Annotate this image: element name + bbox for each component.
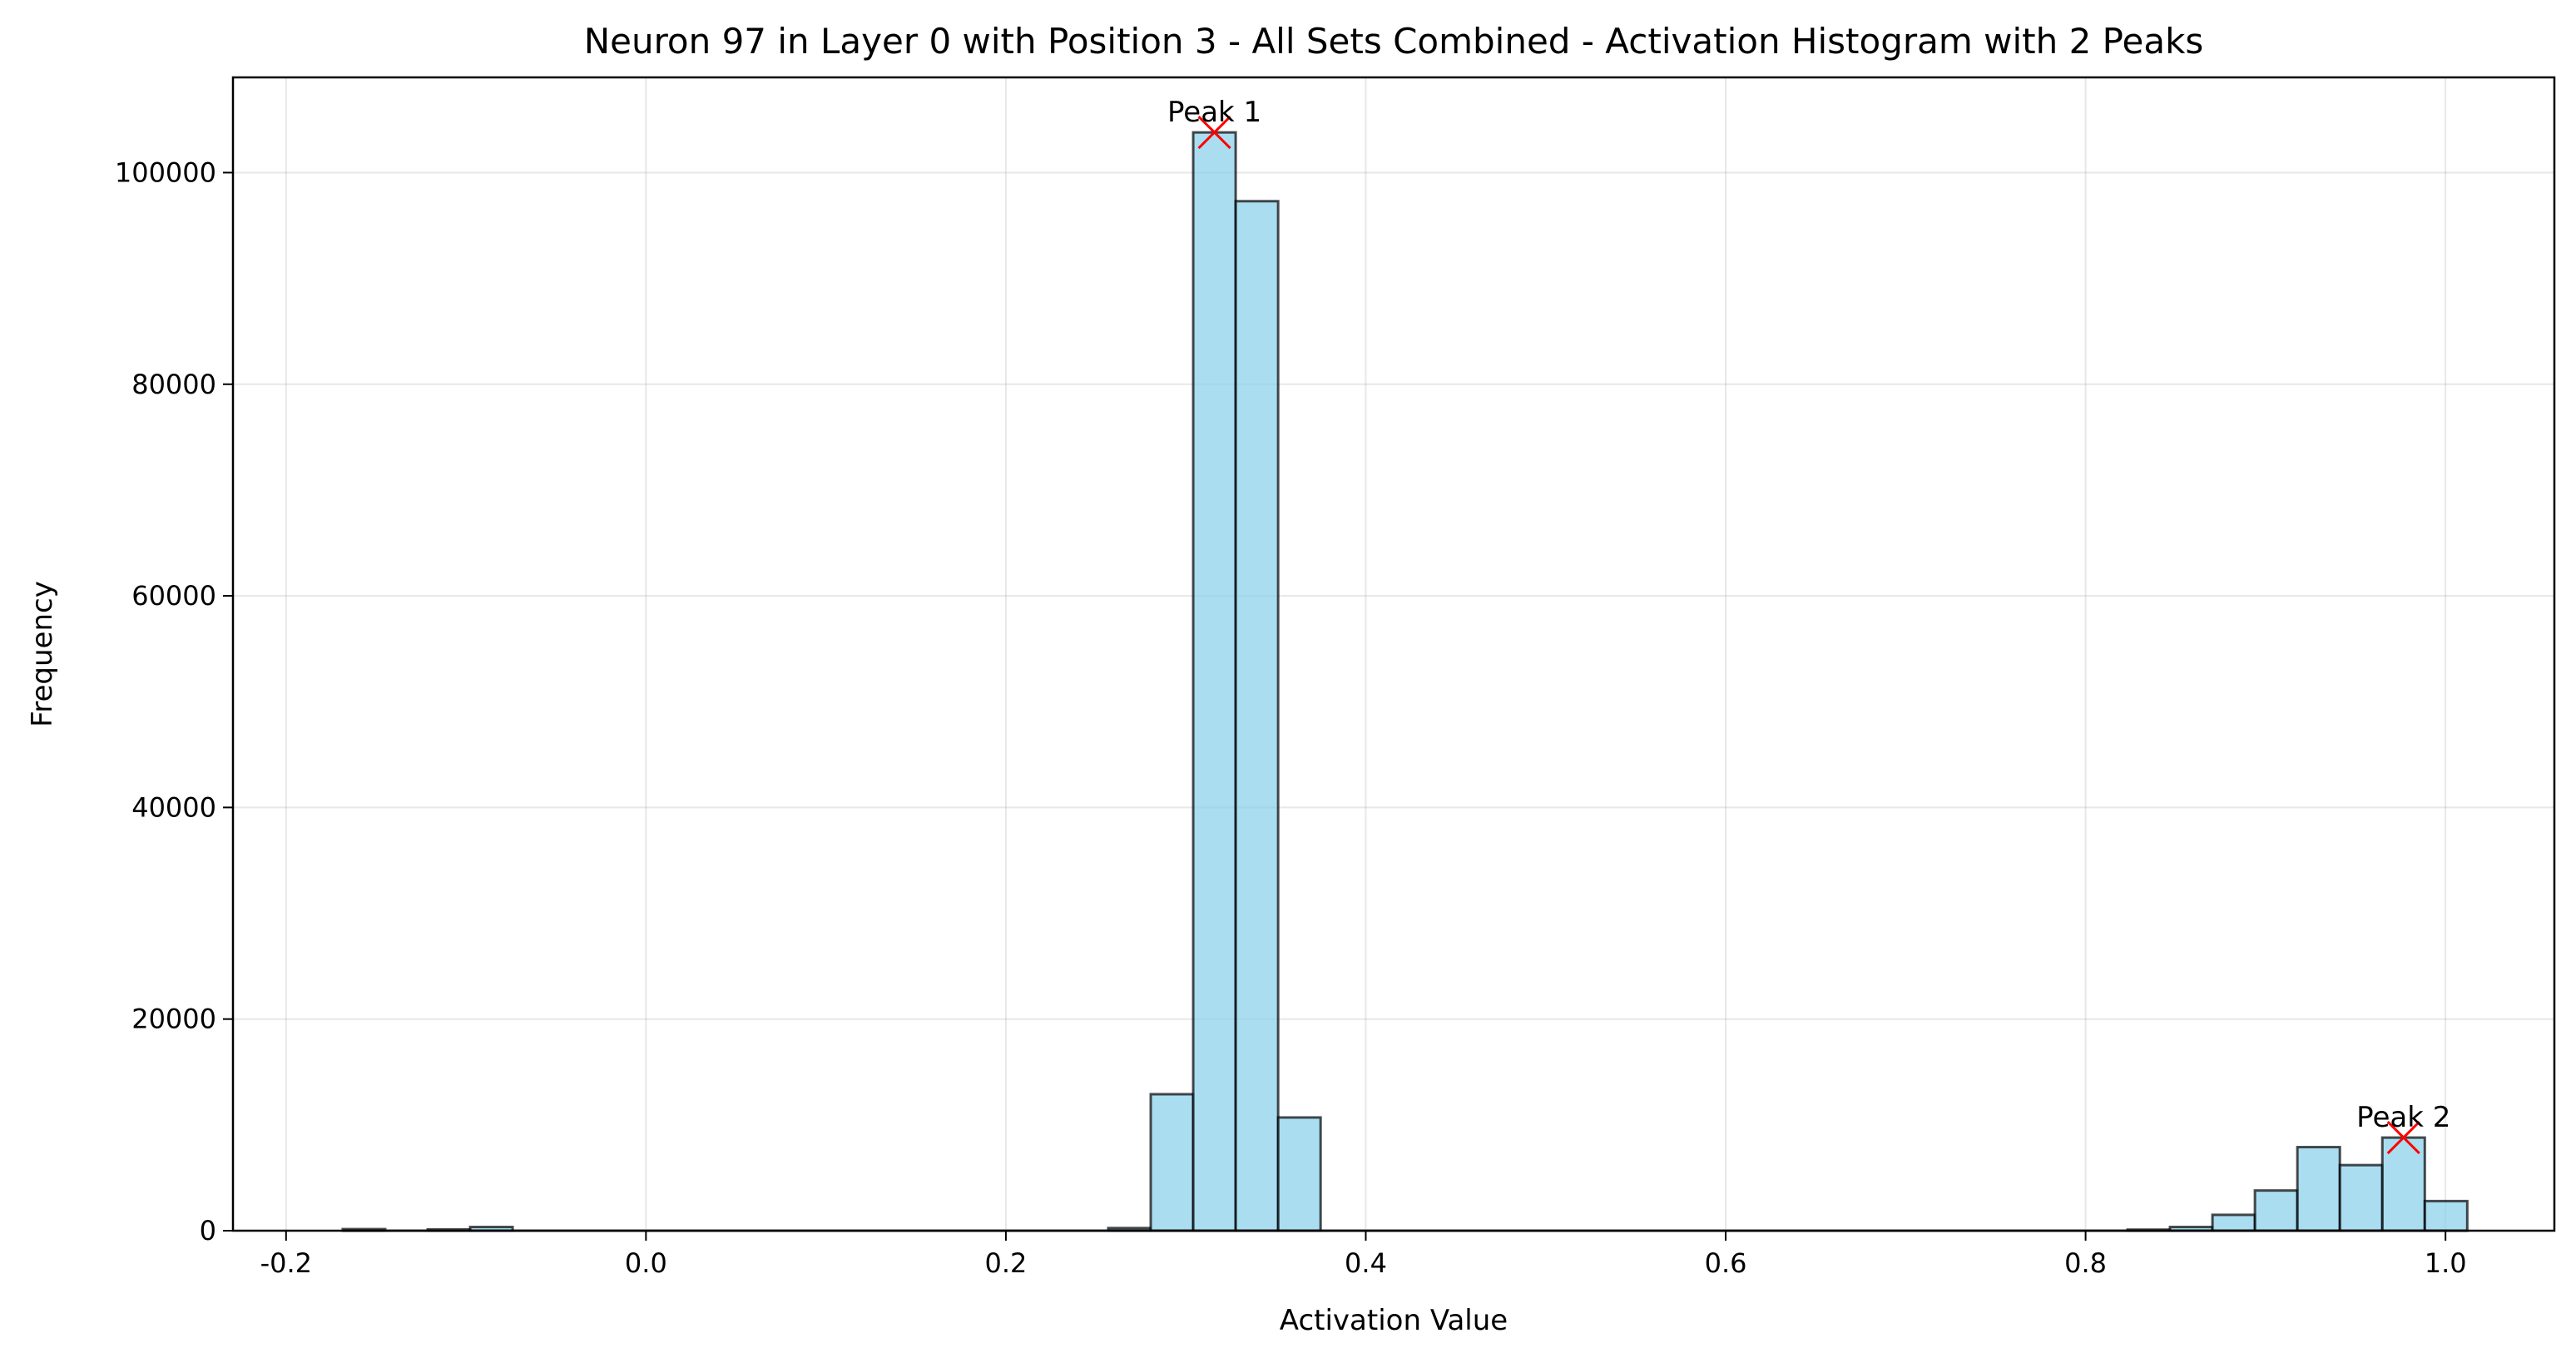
histogram-bar xyxy=(2338,1163,2384,1232)
peak-label: Peak 1 xyxy=(1167,96,1261,129)
y-tick-label: 100000 xyxy=(115,156,216,188)
x-axis-label: Activation Value xyxy=(1280,1304,1508,1337)
y-axis-label: Frequency xyxy=(26,581,59,727)
histogram-bar xyxy=(1191,131,1237,1232)
histogram-bar xyxy=(2211,1213,2256,1232)
x-tick-label: 0.6 xyxy=(1705,1247,1747,1279)
histogram-bar xyxy=(1234,200,1280,1232)
peak-markers: Peak 1 Peak 2 xyxy=(1167,96,2450,1155)
x-tick-label: 0.0 xyxy=(625,1247,667,1279)
x-tick-label: -0.2 xyxy=(260,1247,312,1279)
y-tick-label: 40000 xyxy=(131,791,216,823)
peak-x-stroke xyxy=(2386,1121,2420,1155)
y-tick-label: 80000 xyxy=(131,369,216,400)
x-axis-ticks: -0.2 0.0 0.2 0.4 0.6 0.8 1.0 xyxy=(260,1231,2467,1279)
peak-marker xyxy=(2386,1121,2420,1155)
y-tick-label: 20000 xyxy=(131,1004,216,1035)
y-tick-label: 60000 xyxy=(131,580,216,612)
y-axis-ticks: 0 20000 40000 60000 80000 100000 xyxy=(115,156,233,1247)
peak-marker xyxy=(1197,116,1231,150)
histogram-bar xyxy=(1149,1093,1195,1232)
x-tick-label: 1.0 xyxy=(2425,1247,2467,1279)
histogram-bar xyxy=(2423,1199,2469,1232)
peak-label: Peak 2 xyxy=(2356,1101,2450,1134)
histogram-bar xyxy=(2296,1146,2341,1232)
x-tick-label: 0.4 xyxy=(1345,1247,1387,1279)
histogram-bar xyxy=(2253,1189,2299,1232)
peak-x-stroke xyxy=(1197,116,1231,150)
chart-title: Neuron 97 in Layer 0 with Position 3 - A… xyxy=(584,21,2204,62)
plot-frame xyxy=(231,76,2556,1232)
y-tick-label: 0 xyxy=(200,1215,216,1247)
x-tick-label: 0.8 xyxy=(2064,1247,2107,1279)
histogram-bar xyxy=(1276,1116,1322,1232)
x-tick-label: 0.2 xyxy=(984,1247,1027,1279)
